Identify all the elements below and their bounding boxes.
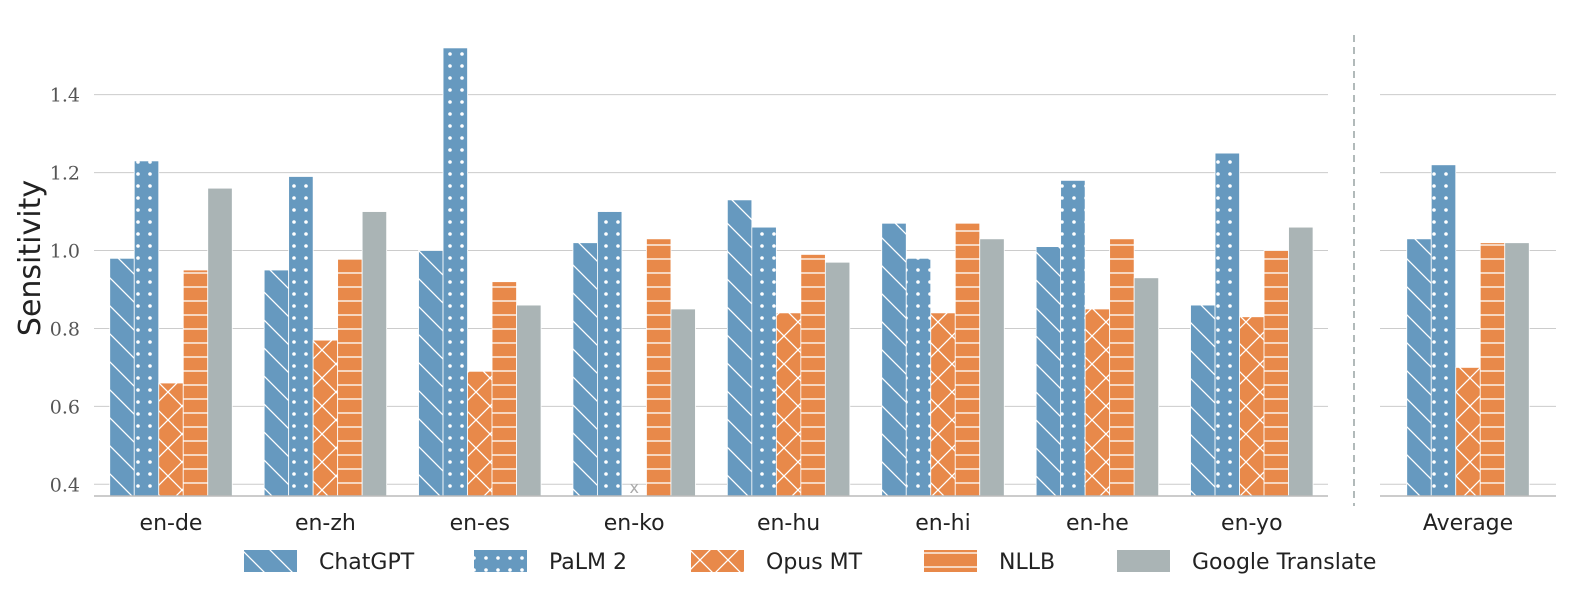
bar-palm-2-en-ko <box>597 211 623 497</box>
bar-nllb-average <box>1479 242 1506 497</box>
bar-google-translate-en-yo <box>1288 226 1314 497</box>
bar-chatgpt-en-yo <box>1190 304 1216 497</box>
bar-opus-mt-en-es <box>467 370 493 497</box>
bar-nllb-en-zh <box>337 257 363 497</box>
legend: ChatGPT PaLM 2 Opus MT NLLB Google Translate <box>244 550 1376 575</box>
bar-palm-2-en-es <box>442 47 468 497</box>
bar-nllb-en-de <box>182 269 209 497</box>
bar-google-translate-en-zh <box>361 211 388 497</box>
bar-palm-2-average <box>1430 164 1457 497</box>
x-tick-label: en-ko <box>604 511 665 536</box>
x-axis-ticks: en-de en-zh en-es en-ko en-hu en-hi en-he en-yo… <box>140 511 1514 536</box>
y-axis-ticks: 0.4 0.6 0.8 1.0 1.2 1.4 <box>50 85 80 497</box>
bar-chatgpt-en-ko <box>572 242 598 497</box>
bar-nllb-en-he <box>1109 238 1135 497</box>
bar-chatgpt-en-hu <box>726 199 753 497</box>
bar-nllb-en-es <box>491 281 517 497</box>
y-tick-label: 0.8 <box>50 318 80 340</box>
x-tick-label: en-hu <box>757 511 820 536</box>
bar-opus-mt-en-hi <box>930 312 956 497</box>
bar-google-translate-en-es <box>516 304 542 497</box>
x-tick-label-average: Average <box>1423 511 1513 536</box>
legend-swatch-palm-2 <box>474 550 527 572</box>
bar-google-translate-en-hi <box>979 238 1005 497</box>
bar-nllb-en-yo <box>1263 250 1289 497</box>
bar-palm-2-en-yo <box>1214 152 1240 497</box>
legend-label-nllb: NLLB <box>999 550 1055 575</box>
bar-google-translate-en-he <box>1133 277 1160 497</box>
legend-swatch-opus-mt <box>691 550 744 572</box>
bar-palm-2-en-zh <box>288 176 314 497</box>
bar-nllb-en-ko <box>646 238 672 497</box>
x-tick-label: en-hi <box>915 511 970 536</box>
bar-chatgpt-en-es <box>418 250 444 497</box>
bar-opus-mt-en-zh <box>312 339 339 497</box>
bar-google-translate-en-ko <box>670 308 696 497</box>
missing-value-marker: x <box>629 478 638 497</box>
bar-chatgpt-en-zh <box>263 269 290 497</box>
legend-label-chatgpt: ChatGPT <box>319 550 415 575</box>
y-tick-label: 1.0 <box>50 241 80 263</box>
bar-palm-2-en-hu <box>751 226 777 497</box>
bar-palm-2-en-he <box>1060 179 1086 497</box>
bar-nllb-en-hi <box>954 222 981 497</box>
bar-google-translate-en-de <box>207 187 233 497</box>
legend-swatch-google-translate <box>1117 550 1170 572</box>
legend-label-google-translate: Google Translate <box>1192 550 1376 575</box>
x-tick-label: en-yo <box>1221 511 1283 536</box>
bar-chatgpt-en-he <box>1035 246 1062 497</box>
y-tick-label: 0.6 <box>50 396 80 418</box>
bar-opus-mt-en-yo <box>1239 316 1265 497</box>
bar-opus-mt-en-hu <box>775 312 802 497</box>
legend-label-palm-2: PaLM 2 <box>549 550 627 575</box>
x-tick-label: en-he <box>1066 511 1129 536</box>
bar-chatgpt-average <box>1406 238 1432 497</box>
bar-opus-mt-en-de <box>158 382 184 497</box>
bar-opus-mt-average <box>1455 367 1481 497</box>
bar-chatgpt-en-hi <box>881 222 907 497</box>
y-tick-label: 1.2 <box>50 163 80 185</box>
legend-swatch-nllb <box>924 550 977 572</box>
x-tick-label: en-es <box>450 511 510 536</box>
bar-palm-2-en-hi <box>905 257 932 497</box>
x-tick-label: en-zh <box>295 511 356 536</box>
bars: x <box>109 47 1530 497</box>
bar-google-translate-average <box>1504 242 1530 497</box>
x-tick-label: en-de <box>140 511 203 536</box>
bar-google-translate-en-hu <box>824 261 851 497</box>
bar-chatgpt-en-de <box>109 257 135 497</box>
legend-swatch-chatgpt <box>244 550 297 572</box>
bar-palm-2-en-de <box>133 160 160 497</box>
y-tick-label: 1.4 <box>50 85 80 107</box>
bar-nllb-en-hu <box>800 254 826 497</box>
legend-label-opus-mt: Opus MT <box>766 550 863 575</box>
bar-opus-mt-en-he <box>1084 308 1111 497</box>
y-tick-label: 0.4 <box>50 474 80 496</box>
y-axis-label: Sensitivity <box>13 180 48 336</box>
